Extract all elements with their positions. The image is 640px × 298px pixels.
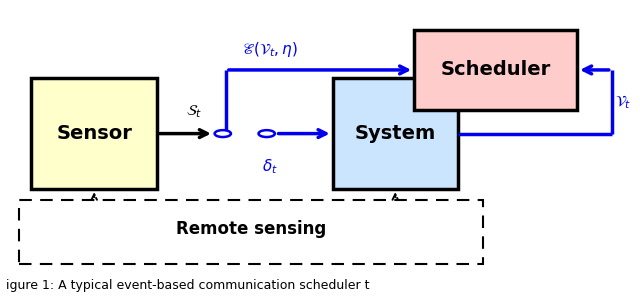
Text: $\delta_t$: $\delta_t$ [262, 157, 278, 176]
Circle shape [259, 130, 275, 137]
Circle shape [214, 130, 231, 137]
Text: Remote sensing: Remote sensing [176, 220, 326, 238]
Text: Scheduler: Scheduler [440, 60, 551, 80]
Bar [19, 200, 483, 263]
Text: System: System [355, 124, 436, 143]
Bar [333, 78, 458, 189]
Text: $\mathcal{S}_t$: $\mathcal{S}_t$ [186, 104, 203, 120]
Text: Sensor: Sensor [56, 124, 132, 143]
Bar [414, 30, 577, 110]
Text: $\mathscr{E}(\mathcal{V}_t, \eta)$: $\mathscr{E}(\mathcal{V}_t, \eta)$ [242, 40, 298, 59]
Text: $\mathcal{V}_t$: $\mathcal{V}_t$ [615, 93, 631, 111]
Text: igure 1: A typical event-based communication scheduler t: igure 1: A typical event-based communica… [6, 280, 370, 292]
Bar [31, 78, 157, 189]
